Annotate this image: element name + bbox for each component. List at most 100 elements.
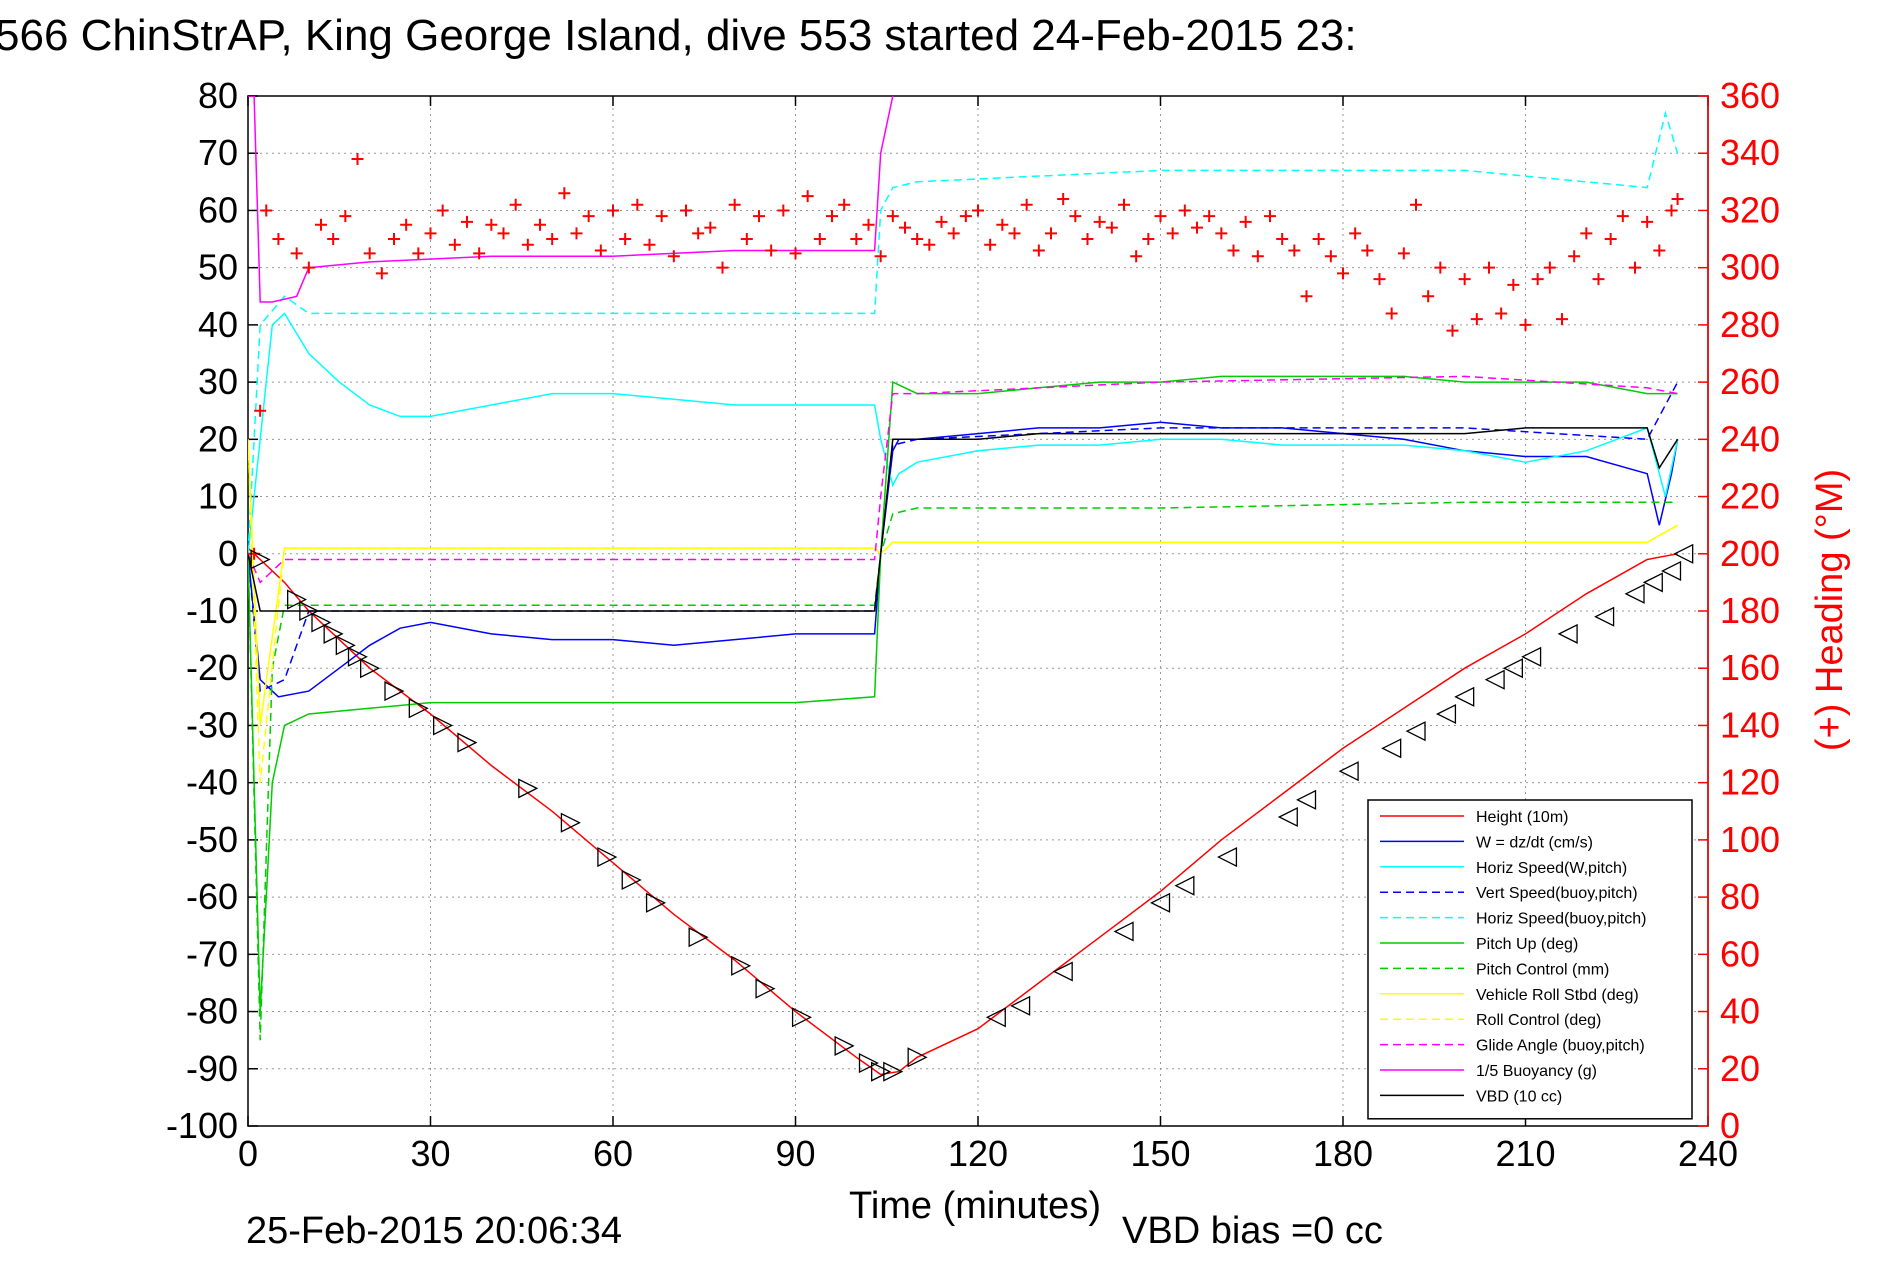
y2-tick-label: 300 (1720, 247, 1780, 288)
ascent-marker (1673, 543, 1694, 564)
y2-tick-label: 280 (1720, 304, 1780, 345)
descent-marker (858, 1053, 879, 1074)
heading-point (777, 204, 790, 217)
x-tick-label: 210 (1495, 1133, 1555, 1174)
series-w-dz-dt-cm-s (248, 421, 1679, 698)
heading-point (959, 210, 972, 223)
y-tick-label: -80 (186, 991, 238, 1032)
heading-point (984, 238, 997, 251)
heading-point (1385, 307, 1398, 320)
ascent-marker (1435, 703, 1457, 725)
descent-marker (883, 1061, 904, 1082)
heading-point (1239, 215, 1252, 228)
y2-tick-label: 260 (1720, 361, 1780, 402)
heading-point (1568, 250, 1581, 263)
heading-point (911, 233, 924, 246)
heading-point (753, 210, 765, 223)
heading-point (260, 204, 273, 217)
heading-point (704, 221, 717, 234)
heading-point (546, 233, 559, 246)
heading-point (327, 233, 340, 246)
descent-marker (250, 549, 271, 570)
ascent-marker (1052, 961, 1073, 982)
heading-point (302, 261, 315, 274)
heading-point (1531, 273, 1544, 286)
chart-title: 566 ChinStrAP, King George Island, dive … (0, 11, 1357, 60)
legend-label-w-dz-dt-cm-s: W = dz/dt (cm/s) (1476, 834, 1593, 851)
descent-marker (597, 847, 618, 868)
heading-point (1081, 233, 1094, 246)
heading-point (1203, 210, 1216, 223)
descent-marker (871, 1061, 892, 1082)
heading-point (619, 233, 632, 246)
heading-point (1020, 198, 1033, 211)
y-tick-label: -70 (186, 933, 238, 974)
y-tick-label: 10 (198, 476, 238, 517)
heading-point (339, 210, 352, 223)
heading-point (1373, 273, 1386, 286)
heading-point (692, 227, 705, 240)
chart-legend: Height (10m) W = dz/dt (cm/s) Horiz Speed(… (1367, 799, 1693, 1120)
x-tick-label: 0 (238, 1133, 258, 1174)
descent-marker (791, 1007, 813, 1028)
descent-marker (688, 927, 709, 948)
heading-point (801, 190, 814, 203)
heading-point (680, 204, 692, 217)
legend-label-1-5-buoyancy-g: 1/5 Buoyancy (g) (1476, 1063, 1597, 1080)
heading-point (1264, 210, 1276, 223)
y-tick-label: 70 (198, 132, 238, 173)
ascent-marker (1557, 623, 1578, 644)
series-glide-angle-buoy-pitch (248, 375, 1678, 584)
heading-point (850, 233, 863, 246)
heading-point (570, 227, 583, 240)
heading-point (1276, 233, 1289, 246)
ascent-marker (1381, 738, 1402, 759)
y-tick-label: -50 (186, 819, 238, 860)
y2-tick-label: 120 (1720, 762, 1780, 803)
heading-point (740, 233, 753, 246)
legend-label-glide-angle-buoy-pitch: Glide Angle (buoy,pitch) (1476, 1038, 1645, 1055)
y-tick-label: 30 (198, 361, 238, 402)
y2-tick-label: 220 (1720, 476, 1780, 517)
heading-point (1288, 244, 1301, 257)
heading-point (1458, 273, 1471, 286)
heading-point (363, 247, 376, 260)
ascent-marker (1454, 686, 1475, 707)
heading-point (582, 210, 595, 223)
ascent-marker (1010, 995, 1031, 1016)
y2-tick-label: 40 (1720, 991, 1760, 1032)
heading-point (1227, 244, 1240, 257)
heading-point (1300, 290, 1313, 303)
heading-point (886, 210, 899, 223)
x-tick-label: 120 (948, 1133, 1008, 1174)
heading-point (1118, 198, 1130, 211)
y-tick-label: -30 (186, 704, 238, 745)
heading-point (1105, 221, 1118, 234)
ascent-marker (1277, 806, 1298, 828)
ascent-marker (1521, 646, 1542, 667)
heading-point (1495, 307, 1508, 320)
heading-point (1641, 215, 1654, 228)
x-axis-label: Time (minutes) (849, 1185, 1101, 1227)
descent-marker (645, 892, 667, 913)
heading-point (826, 210, 838, 223)
series-horiz-speed-buoy-pitch (248, 110, 1679, 554)
heading-point (1592, 273, 1605, 286)
legend-label-vert-speed-buoy-pitch: Vert Speed(buoy,pitch) (1476, 885, 1638, 902)
heading-point (473, 247, 486, 260)
heading-point (534, 218, 546, 231)
legend-label-horiz-speed-w-pitch: Horiz Speed(W,pitch) (1476, 860, 1627, 877)
descent-marker (621, 869, 642, 890)
heading-point (436, 204, 449, 217)
y2-tick-label: 80 (1720, 876, 1760, 917)
heading-point (254, 404, 267, 417)
legend-label-roll-control-deg: Roll Control (deg) (1476, 1012, 1601, 1029)
ascent-marker (1661, 560, 1682, 581)
heading-point (509, 198, 522, 211)
y2-tick-label: 180 (1720, 590, 1780, 631)
y2-tick-label: 100 (1720, 819, 1780, 860)
heading-point (1251, 250, 1264, 263)
heading-point (1604, 233, 1617, 246)
descent-marker (299, 600, 320, 622)
y2-tick-label: 340 (1720, 132, 1780, 173)
